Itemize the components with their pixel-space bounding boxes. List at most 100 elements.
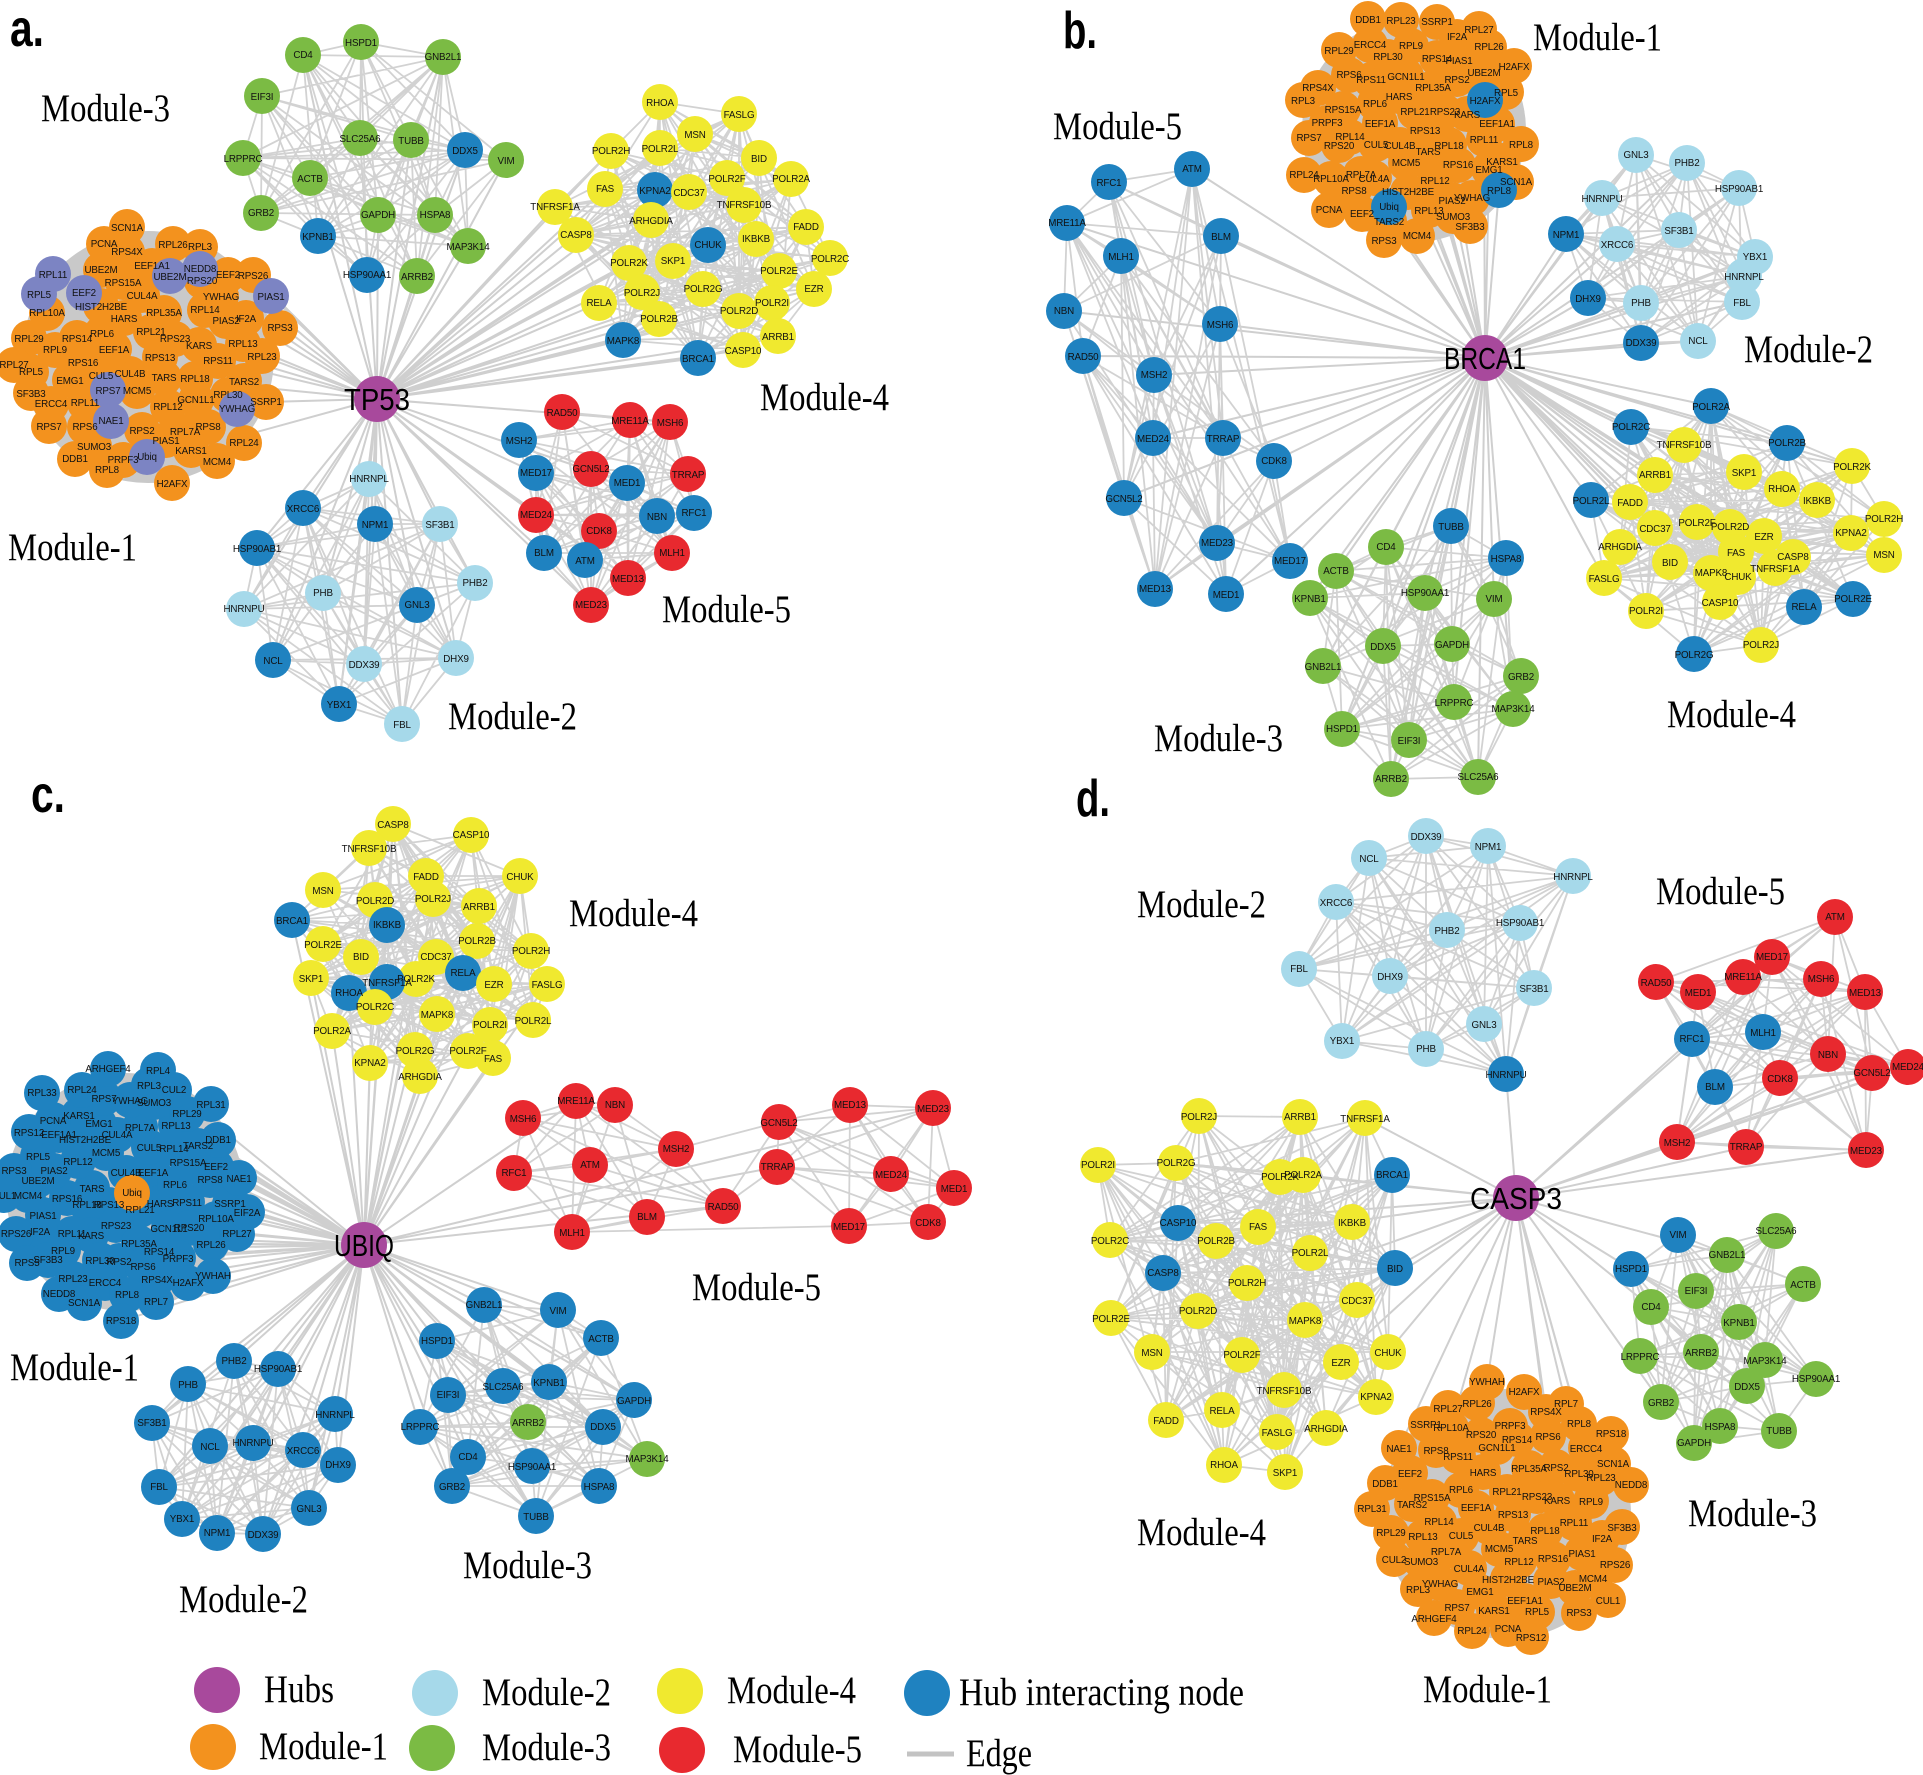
svg-text:POLR2B: POLR2B — [1768, 438, 1806, 449]
svg-text:MAP3K14: MAP3K14 — [1743, 1356, 1787, 1367]
svg-text:UBIQ: UBIQ — [334, 1228, 394, 1263]
svg-text:TRRAP: TRRAP — [1730, 1142, 1763, 1153]
svg-text:HNRNPU: HNRNPU — [223, 604, 264, 615]
svg-text:ATM: ATM — [1182, 164, 1202, 175]
svg-text:HARS: HARS — [1386, 92, 1413, 103]
svg-text:RPL12: RPL12 — [153, 402, 182, 413]
svg-text:RPS23: RPS23 — [1430, 107, 1461, 118]
svg-text:KPNA2: KPNA2 — [1360, 1392, 1391, 1403]
svg-text:TNFRSF10B: TNFRSF10B — [717, 200, 772, 211]
svg-text:CUL4B: CUL4B — [111, 1168, 142, 1179]
svg-text:RPL5: RPL5 — [1525, 1607, 1550, 1618]
svg-text:RPL21: RPL21 — [1400, 107, 1429, 118]
svg-text:RPS2: RPS2 — [1445, 75, 1470, 86]
svg-text:RFC1: RFC1 — [1097, 178, 1122, 189]
svg-text:RPL18: RPL18 — [180, 374, 210, 385]
svg-text:MED1: MED1 — [1213, 590, 1240, 601]
svg-text:RPL23: RPL23 — [58, 1274, 88, 1285]
svg-text:POLR2G: POLR2G — [396, 1046, 435, 1057]
svg-text:RPS20: RPS20 — [187, 276, 218, 287]
svg-text:RFC1: RFC1 — [1680, 1034, 1705, 1045]
svg-text:POLR2H: POLR2H — [592, 146, 630, 157]
svg-text:UBE2M: UBE2M — [21, 1176, 54, 1187]
svg-text:RPL4: RPL4 — [146, 1066, 171, 1077]
svg-text:MCM4: MCM4 — [14, 1191, 43, 1202]
svg-text:CUL5: CUL5 — [1364, 140, 1389, 151]
svg-text:RPS16: RPS16 — [68, 358, 99, 369]
svg-text:TRRAP: TRRAP — [1207, 434, 1240, 445]
svg-text:RELA: RELA — [1210, 1406, 1236, 1417]
svg-text:POLR2I: POLR2I — [473, 1020, 507, 1031]
svg-text:SCN1A: SCN1A — [1500, 177, 1533, 188]
svg-text:BRCA1: BRCA1 — [1376, 1170, 1408, 1181]
svg-text:POLR2K: POLR2K — [610, 258, 648, 269]
svg-text:GAPDH: GAPDH — [617, 1396, 651, 1407]
svg-text:DDX39: DDX39 — [349, 660, 380, 671]
svg-text:XRCC6: XRCC6 — [287, 504, 320, 515]
svg-text:MAP3K14: MAP3K14 — [446, 242, 490, 253]
svg-text:DHX9: DHX9 — [1575, 294, 1601, 305]
svg-text:EEF2: EEF2 — [1398, 1469, 1422, 1480]
svg-text:RPL27: RPL27 — [0, 360, 29, 371]
svg-text:RPL31: RPL31 — [196, 1100, 225, 1111]
svg-text:CUL4A: CUL4A — [102, 1130, 133, 1141]
svg-text:POLR2B: POLR2B — [1197, 1236, 1235, 1247]
svg-text:MSN: MSN — [1873, 550, 1894, 561]
svg-text:GCN1L1: GCN1L1 — [150, 1224, 187, 1235]
svg-text:RPS20: RPS20 — [174, 1223, 205, 1234]
svg-text:POLR2E: POLR2E — [1092, 1314, 1130, 1325]
svg-text:EMG1: EMG1 — [1475, 165, 1502, 176]
svg-text:PIAS1: PIAS1 — [152, 436, 179, 447]
svg-text:RPL24: RPL24 — [1289, 170, 1319, 181]
svg-text:MED13: MED13 — [612, 574, 645, 585]
svg-text:RPL13: RPL13 — [1408, 1532, 1438, 1543]
svg-text:MED24: MED24 — [520, 510, 553, 521]
svg-text:YWHAH: YWHAH — [1469, 1377, 1505, 1388]
svg-text:RPS18: RPS18 — [1596, 1429, 1627, 1440]
svg-text:EZR: EZR — [1331, 1358, 1350, 1369]
svg-text:Ubiq: Ubiq — [1379, 202, 1399, 213]
svg-text:RPL5: RPL5 — [27, 290, 52, 301]
svg-text:RELA: RELA — [587, 298, 613, 309]
svg-text:MED23: MED23 — [575, 600, 608, 611]
svg-text:RPS15A: RPS15A — [1414, 1493, 1451, 1504]
svg-text:Module-5: Module-5 — [692, 1266, 821, 1309]
svg-text:RPL6: RPL6 — [1363, 99, 1388, 110]
svg-text:RHOA: RHOA — [1768, 484, 1796, 495]
svg-text:EIF3I: EIF3I — [437, 1390, 460, 1401]
svg-text:TARS2: TARS2 — [229, 377, 259, 388]
svg-text:MAPK8: MAPK8 — [1289, 1316, 1322, 1327]
svg-text:POLR2A: POLR2A — [772, 174, 810, 185]
svg-text:RPS23: RPS23 — [1522, 1492, 1553, 1503]
svg-text:DDX5: DDX5 — [452, 146, 478, 157]
svg-text:POLR2I: POLR2I — [755, 298, 789, 309]
svg-text:RPS15A: RPS15A — [105, 278, 142, 289]
svg-text:MCM5: MCM5 — [1485, 1544, 1514, 1555]
svg-text:RPL8: RPL8 — [1567, 1419, 1592, 1430]
svg-text:HARS: HARS — [1470, 1468, 1497, 1479]
svg-text:RPL7: RPL7 — [144, 1297, 168, 1308]
svg-text:RPL29: RPL29 — [1376, 1528, 1405, 1539]
svg-text:HIST2H2BE: HIST2H2BE — [1382, 187, 1435, 198]
svg-text:DHX9: DHX9 — [443, 654, 469, 665]
svg-text:NBN: NBN — [605, 1100, 625, 1111]
svg-text:NBN: NBN — [1054, 306, 1074, 317]
svg-text:IF2A: IF2A — [236, 314, 257, 325]
svg-text:GCN1L1: GCN1L1 — [177, 395, 214, 406]
svg-text:RPS8: RPS8 — [198, 1175, 224, 1186]
svg-text:DDB1: DDB1 — [1372, 1479, 1398, 1490]
svg-text:ERCC4: ERCC4 — [35, 399, 68, 410]
svg-text:FBL: FBL — [393, 720, 411, 731]
svg-text:RPL10A: RPL10A — [1313, 174, 1349, 185]
svg-text:TARS2: TARS2 — [1397, 1500, 1427, 1511]
svg-text:MRE11A: MRE11A — [557, 1096, 595, 1107]
svg-text:RPL6: RPL6 — [90, 329, 115, 340]
svg-text:TUBB: TUBB — [1438, 522, 1464, 533]
svg-text:BLM: BLM — [637, 1212, 657, 1223]
svg-text:POLR2G: POLR2G — [1157, 1158, 1196, 1169]
svg-text:MAP3K14: MAP3K14 — [1491, 704, 1535, 715]
svg-text:MAPK8: MAPK8 — [607, 336, 640, 347]
svg-text:CUL5: CUL5 — [1449, 1531, 1474, 1542]
svg-text:GRB2: GRB2 — [1648, 1398, 1674, 1409]
svg-text:EEF1A: EEF1A — [1365, 119, 1396, 130]
